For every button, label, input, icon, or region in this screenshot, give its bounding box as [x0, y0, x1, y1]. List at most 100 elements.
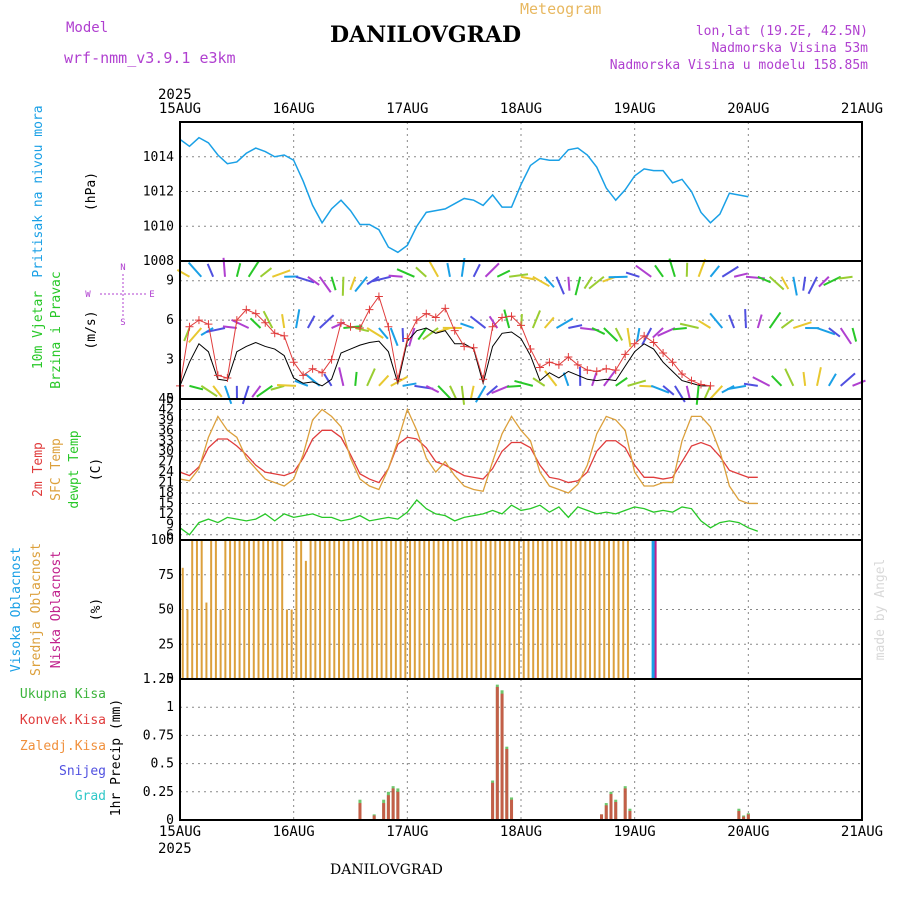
- gust-marker: [517, 321, 525, 330]
- wind-barb: [532, 275, 550, 288]
- cloud-bar: [224, 540, 227, 679]
- wind-barb: [802, 276, 807, 291]
- gust-marker: [649, 338, 658, 347]
- wind-barb: [251, 385, 262, 398]
- gust-marker: [488, 322, 497, 331]
- wind-barb: [828, 327, 841, 338]
- cloud-bar: [290, 609, 293, 679]
- gust-marker: [583, 366, 592, 375]
- wind-barb: [823, 275, 842, 287]
- wind-barb: [355, 327, 370, 333]
- wind-barb: [402, 382, 417, 387]
- cloud-bar: [513, 540, 516, 679]
- gust-marker: [261, 318, 270, 327]
- cloud-bar: [579, 540, 582, 679]
- wind-barb: [627, 379, 647, 387]
- cloud-bar: [371, 540, 374, 679]
- cloud-bar: [347, 540, 350, 679]
- cloud-bar: [252, 540, 255, 679]
- cloud-bar: [593, 540, 596, 679]
- gust-marker: [498, 313, 507, 322]
- cloud-bar: [413, 540, 416, 679]
- wind-barb: [757, 275, 772, 284]
- wind-barb: [460, 322, 474, 329]
- wind-barb: [543, 276, 555, 288]
- wind-barb: [768, 311, 782, 329]
- wind-barb: [378, 327, 389, 340]
- wind-barb: [277, 384, 297, 387]
- wind-barb: [378, 374, 390, 387]
- wind-barb: [672, 327, 687, 331]
- wind-barb: [249, 317, 262, 329]
- wind-barb: [818, 276, 830, 288]
- gust-marker: [194, 316, 203, 325]
- footer-location: DANILOVGRAD: [330, 862, 443, 878]
- pressure-unit: (hPa): [84, 172, 99, 211]
- y-tick-label: 36: [158, 423, 174, 438]
- model-elevation: Nadmorska Visina u modelu 158.85m: [609, 58, 868, 73]
- wind-barb: [509, 273, 529, 278]
- wind-barb: [472, 263, 481, 278]
- gust-marker: [327, 355, 336, 364]
- wind-barb: [417, 327, 428, 341]
- gust-marker: [573, 360, 582, 369]
- wind-barb: [650, 384, 670, 394]
- x-tick-label-bottom: 21AUG: [841, 824, 883, 840]
- cloud-bar: [475, 540, 478, 679]
- wind-barb: [469, 315, 487, 329]
- wind-barb: [256, 385, 273, 398]
- cloud-bar: [480, 540, 483, 679]
- cloud-bar: [565, 540, 568, 679]
- cloud-bar: [574, 540, 577, 679]
- cloud-bar: [584, 540, 587, 679]
- cloud-bar: [589, 540, 592, 679]
- cloud-bar: [651, 540, 656, 679]
- wind-barb: [247, 260, 260, 278]
- gust-marker: [687, 376, 696, 385]
- x-tick-label-bottom: 20AUG: [727, 824, 769, 840]
- wind-barb: [583, 276, 593, 290]
- y-tick-label: 0: [166, 672, 174, 687]
- wind-barb: [354, 276, 368, 293]
- cloud-bar: [465, 540, 468, 679]
- cloud-bar: [229, 540, 232, 679]
- gust-marker: [242, 305, 251, 314]
- wind-barb: [852, 379, 866, 387]
- gust-marker: [289, 358, 298, 367]
- precip-legend-item: Grad: [75, 789, 106, 804]
- wind-barb: [840, 372, 856, 387]
- wind-label: 10m Vjetar: [31, 291, 46, 369]
- gust-marker: [526, 345, 535, 354]
- wind-barb: [446, 262, 451, 277]
- precip-bar: [358, 803, 362, 820]
- wind-speed-line: [179, 327, 711, 387]
- year-bottom: 2025: [158, 841, 192, 857]
- cloud-bar: [612, 540, 615, 679]
- wind-unit: (m/s): [84, 310, 99, 349]
- cloud-bar: [380, 540, 383, 679]
- y-tick-label: 21: [158, 476, 174, 491]
- cloud-bar: [262, 540, 265, 679]
- model-name: wrf-nmm_v3.9.1 e3km: [64, 49, 236, 67]
- gust-marker: [204, 320, 213, 329]
- wind-barb: [323, 373, 333, 387]
- cloud-bar: [546, 540, 549, 679]
- x-tick-label-top: 16AUG: [273, 101, 315, 117]
- wind-barb: [708, 385, 724, 401]
- x-tick-label-top: 17AUG: [386, 101, 428, 117]
- y-tick-label: 1010: [143, 219, 174, 234]
- precip-bar: [609, 794, 613, 820]
- cloud-bar: [233, 540, 236, 679]
- wind-barb: [520, 275, 535, 281]
- wind-barb: [544, 370, 558, 387]
- cloud-bar: [181, 567, 184, 679]
- cloud-bar: [248, 540, 251, 679]
- wind-barb: [807, 276, 818, 295]
- cloud-bar: [442, 540, 445, 679]
- cloud-bar: [607, 540, 610, 679]
- cloud-bar: [375, 540, 378, 679]
- y-tick-label: 1: [166, 700, 174, 715]
- gust-marker: [545, 358, 554, 367]
- cloud-bar: [456, 540, 459, 679]
